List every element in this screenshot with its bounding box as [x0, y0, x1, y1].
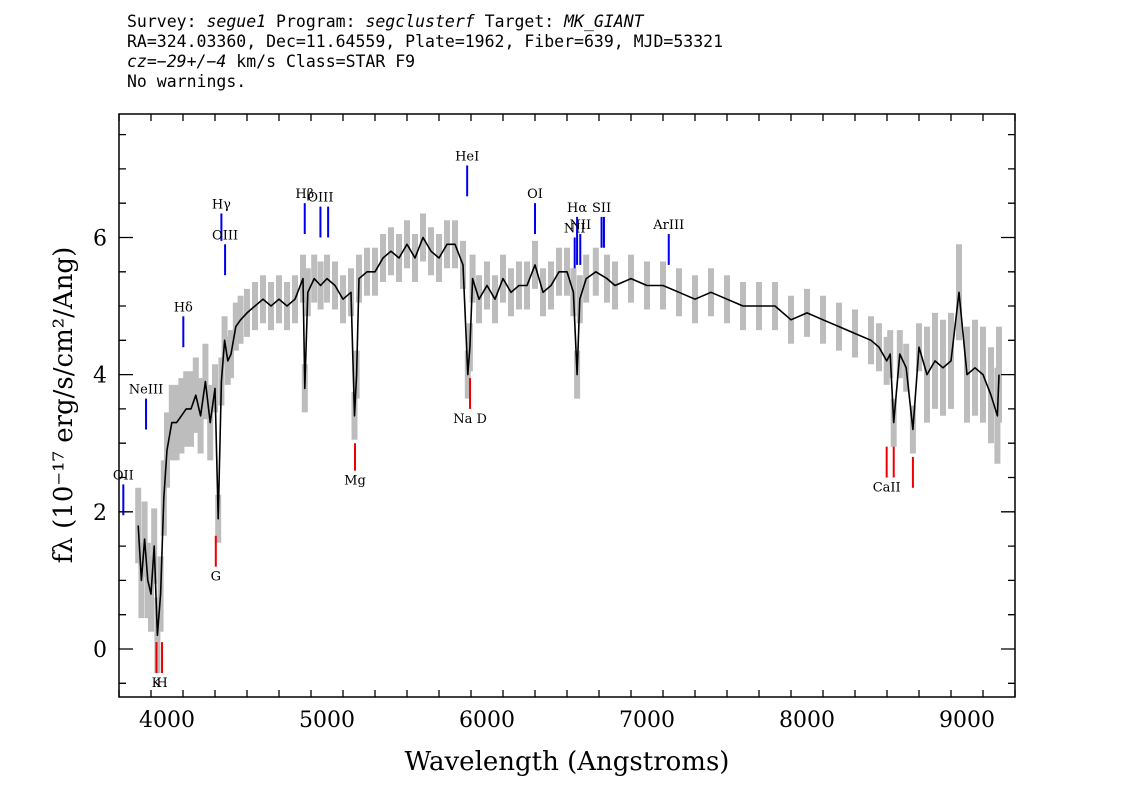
emission-line-label: OIII: [212, 228, 238, 243]
program-label: Program:: [266, 12, 366, 31]
emission-line-label: ArIII: [652, 218, 684, 233]
y-tick-label: 6: [93, 226, 107, 251]
absorption-line-label: Na D: [453, 412, 487, 427]
x-tick-label: 6000: [459, 708, 515, 733]
emission-line-label: NII: [564, 221, 586, 236]
header-line-4: No warnings.: [127, 72, 247, 91]
spectral-line-markers: OIINeIIIHδHγOIIIHβOIIIHeIOINIIHαNIISIIAr…: [113, 149, 914, 691]
survey-value: segue1: [206, 12, 267, 31]
x-tick-label: 7000: [619, 708, 675, 733]
y-axis-label: fλ (10⁻¹⁷ erg/s/cm²/Ang): [49, 247, 79, 563]
y-tick-label: 0: [93, 638, 107, 663]
x-axis-label: Wavelength (Angstroms): [405, 747, 730, 777]
absorption-line-label: G: [211, 570, 221, 585]
absorption-line-label: CaII: [873, 481, 901, 496]
x-tick-label: 9000: [939, 708, 995, 733]
axis-tick-labels: 4000 5000 6000 7000 8000 9000 0 2 4 6: [93, 226, 995, 733]
emission-line-label: NII: [569, 218, 591, 233]
tick-marks: [118, 114, 1016, 697]
cz-value: =−29+/−4: [146, 52, 227, 71]
flux-series-line: [137, 236, 1000, 637]
target-value: MK_GIANT: [564, 12, 644, 31]
header-line-2: RA=324.03360, Dec=11.64559, Plate=1962, …: [127, 32, 724, 51]
absorption-line-label: Mg: [344, 474, 366, 489]
y-tick-label: 4: [93, 364, 107, 389]
emission-line-label: Hβ: [295, 187, 314, 202]
class-text: km/s Class=STAR F9: [226, 52, 416, 71]
emission-line-label: HeI: [455, 149, 479, 164]
cz-label: cz: [127, 52, 147, 71]
absorption-line-label: K: [152, 676, 162, 691]
emission-line-label: SII: [592, 201, 611, 216]
y-tick-label: 2: [93, 501, 107, 526]
absorption-line-label: H: [156, 676, 167, 691]
noise-spikes: [135, 213, 1002, 673]
x-tick-label: 5000: [299, 708, 355, 733]
emission-line-label: OIII: [307, 191, 333, 206]
survey-label: Survey:: [127, 12, 207, 31]
axis-ticks: [118, 114, 1016, 697]
emission-line-label: OI: [527, 187, 543, 202]
target-label: Target:: [474, 12, 565, 31]
header-line-3: cz=−29+/−4 km/s Class=STAR F9: [127, 52, 723, 72]
x-tick-label: 8000: [779, 708, 835, 733]
emission-line-label: Hα: [567, 201, 587, 216]
program-value: segclusterf: [365, 12, 475, 31]
x-tick-label: 4000: [139, 708, 195, 733]
emission-line-label: Hγ: [212, 197, 231, 212]
emission-line-label: NeIII: [129, 383, 163, 398]
spectrum-header: Survey: segue1 Program: segclusterf Targ…: [127, 12, 723, 92]
noise-band: [135, 213, 1002, 673]
header-line-1: Survey: segue1 Program: segclusterf Targ…: [127, 12, 723, 32]
emission-line-label: Hδ: [174, 300, 193, 315]
emission-line-label: OII: [113, 468, 134, 483]
